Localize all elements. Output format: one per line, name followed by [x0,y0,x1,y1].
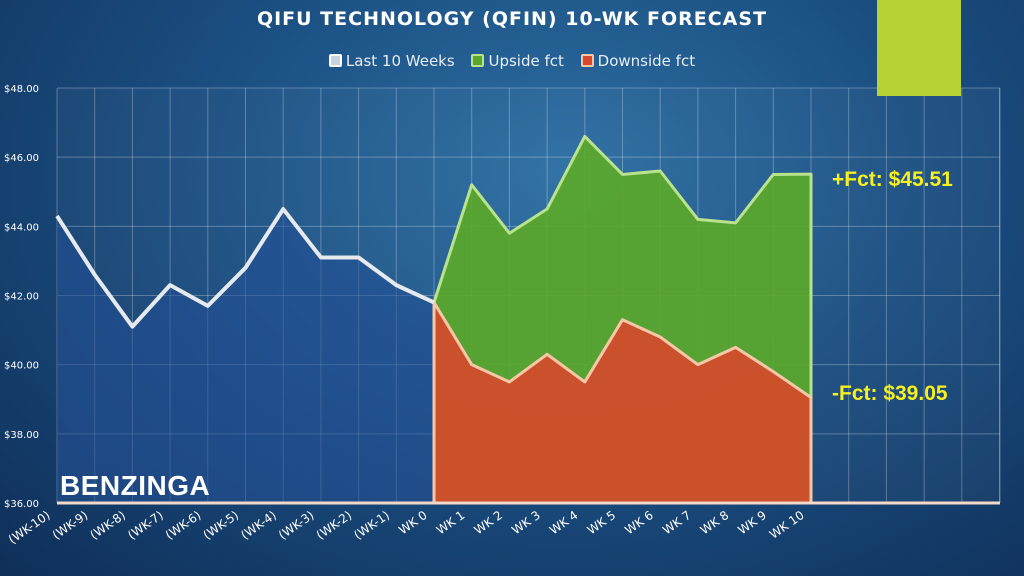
y-tick-label: $48.00 [4,84,39,95]
x-tick-label: WK 5 [585,508,619,537]
legend-swatch-last-10-weeks [328,54,342,67]
benzinga-logo: BENZINGA [60,470,211,501]
x-tick-label: (WK-10) [6,508,53,547]
y-tick-label: $38.00 [4,430,39,441]
x-tick-label: WK 6 [622,508,656,537]
x-tick-label: (WK-3) [276,508,317,542]
upside-forecast-label: +Fct: $45.51 [832,168,953,191]
x-tick-label: WK 9 [735,508,769,537]
y-tick-label: $46.00 [4,153,39,164]
legend-label-upside: Upside fct [488,52,564,70]
x-tick-label: (WK-4) [238,508,279,542]
legend-swatch-upside [471,54,485,67]
x-tick-label: (WK-8) [87,508,128,542]
x-tick-label: WK 7 [660,508,694,537]
x-tick-label: WK 4 [547,508,581,537]
x-tick-label: (WK-5) [201,508,242,542]
accent-bar [877,0,961,96]
y-tick-label: $44.00 [4,222,39,233]
downside-forecast-label: -Fct: $39.05 [832,382,948,405]
legend-item-downside[interactable]: Downside fct [580,52,696,70]
x-tick-label: WK 8 [698,508,732,537]
x-tick-label: (WK-2) [314,508,355,542]
legend-label-last-10-weeks: Last 10 Weeks [345,52,455,70]
x-tick-label: (WK-9) [50,508,91,542]
legend-label-downside: Downside fct [597,52,696,70]
line-last-10-weeks [55,207,435,329]
legend-item-upside[interactable]: Upside fct [471,52,564,70]
x-tick-label: WK 2 [472,508,506,537]
x-tick-label: (WK-7) [125,508,166,542]
area-last-10-weeks [57,209,434,503]
chart-title: QIFU TECHNOLOGY (QFIN) 10-WK FORECAST [256,8,768,30]
area-downside [432,300,813,505]
legend-swatch-downside [580,54,594,67]
x-tick-label: WK 0 [396,508,430,537]
legend: Last 10 Weeks Upside fct Downside fct [0,52,1024,70]
x-tick-label: WK 10 [767,508,807,542]
x-tick-label: (WK-6) [163,508,204,542]
y-tick-label: $36.00 [4,499,39,510]
y-tick-label: $42.00 [4,292,39,303]
x-tick-label: (WK-1) [351,508,392,542]
x-tick-label: WK 1 [434,508,468,537]
x-tick-label: WK 3 [509,508,543,537]
legend-item-last-10-weeks[interactable]: Last 10 Weeks [328,52,455,70]
y-tick-label: $40.00 [4,361,39,372]
